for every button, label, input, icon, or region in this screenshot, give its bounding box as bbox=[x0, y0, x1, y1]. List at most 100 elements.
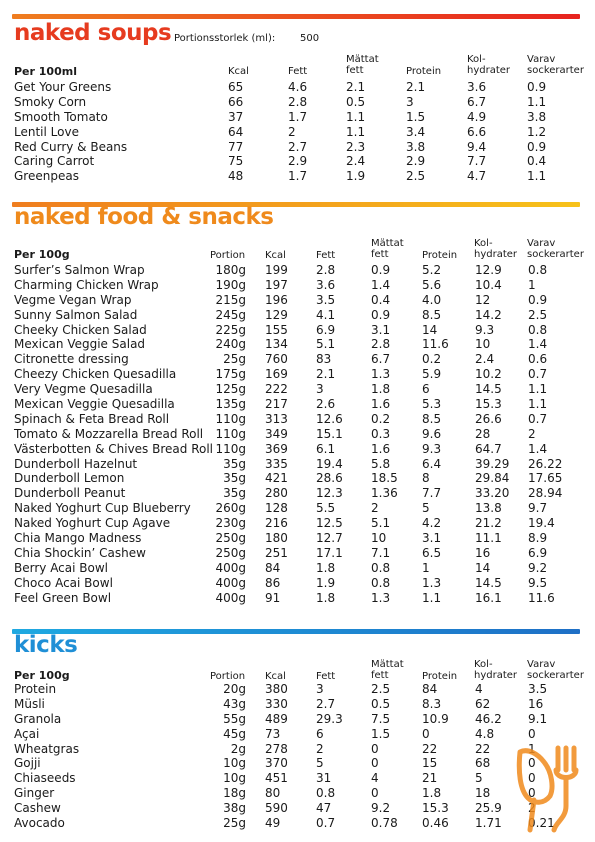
cell-kcal: 489 bbox=[265, 711, 288, 726]
cell-fett: 2.9 bbox=[288, 154, 308, 169]
row-name: Red Curry & Beans bbox=[14, 139, 128, 154]
cell-socker: 0.4 bbox=[527, 154, 547, 169]
cell-portion: 110g bbox=[215, 441, 246, 456]
cell-socker: 2 bbox=[528, 426, 536, 441]
cell-kcal: 421 bbox=[265, 471, 288, 486]
cell-protein: 3 bbox=[406, 94, 414, 109]
cell-fett: 0.8 bbox=[316, 786, 336, 801]
cell-kolhydrater: 26.6 bbox=[475, 411, 502, 426]
cell-protein: 8.5 bbox=[422, 411, 442, 426]
cell-kolhydrater: 11.1 bbox=[475, 531, 502, 546]
cell-kcal: 155 bbox=[265, 322, 288, 337]
cell-socker: 9.2 bbox=[528, 560, 548, 575]
cell-mattat: 2 bbox=[371, 501, 379, 516]
kicks-title: kicks bbox=[14, 632, 78, 658]
cell-portion: 38g bbox=[223, 801, 246, 816]
row-name: Berry Acai Bowl bbox=[14, 560, 109, 575]
cell-socker: 9.5 bbox=[528, 575, 548, 590]
cell-mattat: 1.6 bbox=[371, 441, 391, 456]
cell-kcal: 65 bbox=[228, 80, 244, 94]
cell-kolhydrater: 25.9 bbox=[475, 801, 502, 816]
row-name: Charming Chicken Wrap bbox=[14, 277, 159, 292]
cell-kcal: 180 bbox=[265, 531, 288, 546]
row-name: Sunny Salmon Salad bbox=[14, 307, 138, 322]
row-name: Protein bbox=[14, 682, 57, 696]
cell-protein: 6.4 bbox=[422, 456, 442, 471]
cell-protein: 0.2 bbox=[422, 352, 442, 367]
cell-protein: 22 bbox=[422, 741, 438, 756]
cell-kolhydrater: 13.8 bbox=[475, 501, 502, 516]
cell-fett: 5 bbox=[316, 756, 324, 771]
cell-socker: 17.65 bbox=[528, 471, 563, 486]
row-name: Tomato & Mozzarella Bread Roll bbox=[14, 426, 204, 441]
cell-kolhydrater: 18 bbox=[475, 786, 491, 801]
cell-kolhydrater: 12.9 bbox=[475, 263, 502, 277]
soups-top-bar bbox=[12, 14, 580, 19]
cell-kolhydrater: 14.2 bbox=[475, 307, 502, 322]
cell-socker: 1.1 bbox=[528, 382, 548, 397]
cell-kcal: 197 bbox=[265, 277, 288, 292]
row-name: Västerbotten & Chives Bread Roll bbox=[14, 441, 213, 456]
kicks-header-portion: Portion bbox=[210, 671, 246, 682]
cell-portion: 35g bbox=[223, 486, 246, 501]
cell-mattat: 1.6 bbox=[371, 397, 391, 412]
cell-kolhydrater: 28 bbox=[475, 426, 491, 441]
portion-size-label: Portionsstorlek (ml): bbox=[174, 33, 276, 44]
row-name: Chia Mango Madness bbox=[14, 531, 142, 546]
cell-portion: 245g bbox=[215, 307, 246, 322]
cell-fett: 28.6 bbox=[316, 471, 343, 486]
cell-socker: 9.7 bbox=[528, 501, 548, 516]
row-name: Chiaseeds bbox=[14, 771, 76, 786]
cell-fett: 29.3 bbox=[316, 711, 343, 726]
row-name: Gojji bbox=[14, 756, 41, 771]
kicks-header-varav: Varav sockerarter bbox=[527, 659, 584, 681]
cell-mattat: 2.3 bbox=[346, 139, 366, 154]
cell-protein: 2.9 bbox=[406, 154, 426, 169]
cell-socker: 0 bbox=[528, 726, 536, 741]
soups-header-varav: Varav sockerarter bbox=[527, 54, 584, 76]
cell-socker: 1.4 bbox=[528, 337, 548, 352]
cell-socker: 1.4 bbox=[528, 441, 548, 456]
cell-fett: 5.5 bbox=[316, 501, 336, 516]
cell-kcal: 217 bbox=[265, 397, 288, 412]
cell-kcal: 86 bbox=[265, 575, 281, 590]
cell-fett: 6.9 bbox=[316, 322, 336, 337]
cell-kolhydrater: 15.3 bbox=[475, 397, 502, 412]
cell-protein: 4.2 bbox=[422, 516, 442, 531]
cell-socker: 0.9 bbox=[527, 139, 547, 154]
cell-mattat: 2.1 bbox=[346, 80, 366, 94]
cell-mattat: 0.9 bbox=[371, 263, 391, 277]
cell-kcal: 451 bbox=[265, 771, 288, 786]
cell-protein: 9.3 bbox=[422, 441, 442, 456]
cell-portion: 250g bbox=[215, 531, 246, 546]
cell-kcal: 196 bbox=[265, 292, 288, 307]
cell-fett: 0.7 bbox=[316, 816, 336, 831]
row-name: Wheatgras bbox=[14, 741, 80, 756]
cell-kolhydrater: 62 bbox=[475, 696, 491, 711]
cell-portion: 55g bbox=[223, 711, 246, 726]
row-name: Dunderboll Peanut bbox=[14, 486, 126, 501]
cell-socker: 1.1 bbox=[528, 397, 548, 412]
cell-kolhydrater: 21.2 bbox=[475, 516, 502, 531]
row-name: Citronette dressing bbox=[14, 352, 129, 367]
cell-socker: 6.9 bbox=[528, 545, 548, 560]
cell-portion: 135g bbox=[215, 397, 246, 412]
row-name: Dunderboll Hazelnut bbox=[14, 456, 138, 471]
food-header-fett: Fett bbox=[316, 250, 336, 261]
row-name: Avocado bbox=[14, 816, 65, 831]
cell-kcal: 280 bbox=[265, 486, 288, 501]
cell-socker: 0.9 bbox=[527, 80, 547, 94]
soups-header-per: Per 100ml bbox=[14, 65, 77, 78]
cell-kcal: 349 bbox=[265, 426, 288, 441]
cell-protein: 1 bbox=[422, 560, 430, 575]
cell-mattat: 5.1 bbox=[371, 516, 391, 531]
cell-fett: 12.3 bbox=[316, 486, 343, 501]
cell-protein: 5.9 bbox=[422, 367, 442, 382]
cell-protein: 1.3 bbox=[422, 575, 442, 590]
cell-portion: 25g bbox=[223, 816, 246, 831]
cell-portion: 240g bbox=[215, 337, 246, 352]
cell-socker: 26.22 bbox=[528, 456, 563, 471]
cell-kcal: 169 bbox=[265, 367, 288, 382]
cell-mattat: 0.8 bbox=[371, 575, 391, 590]
cell-fett: 2.8 bbox=[288, 94, 308, 109]
